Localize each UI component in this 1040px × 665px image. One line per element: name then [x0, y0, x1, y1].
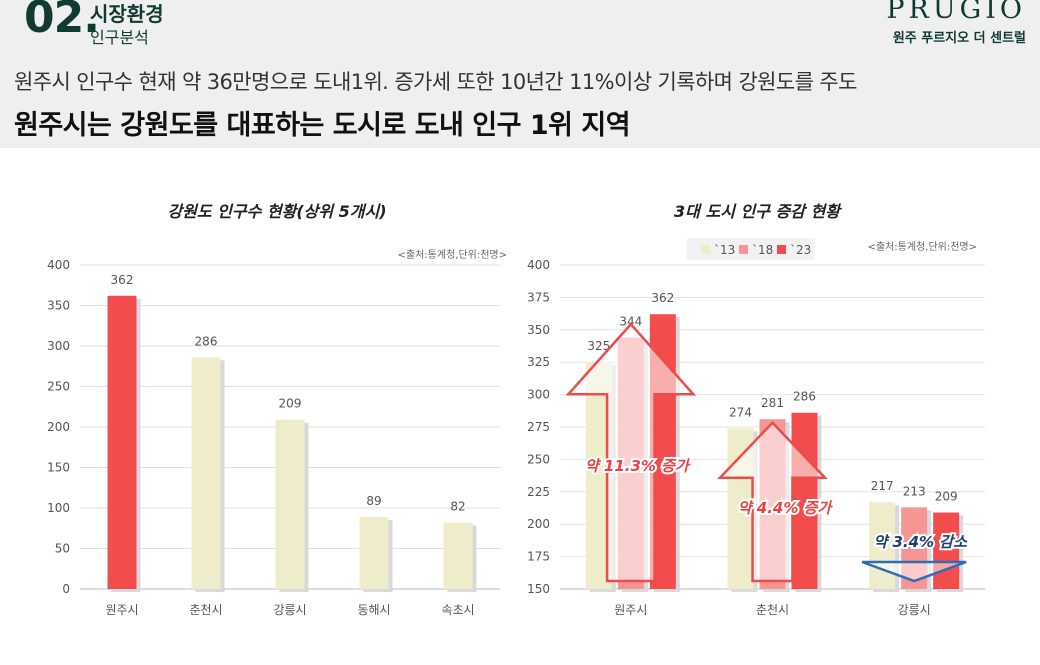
lead-text: 원주시 인구수 현재 약 36만명으로 도내1위. 증가세 또한 10년간 11… [14, 70, 857, 94]
chart1-ytick: 400 [47, 258, 70, 272]
chart2-data-label: 325 [587, 339, 610, 353]
section-subtitle: 인구분석 [90, 28, 149, 47]
chart2-annotation: 약 4.4% 증가 [738, 499, 834, 517]
chart1-data-label: 362 [111, 273, 134, 287]
chart2-bar [869, 502, 896, 589]
chart2-source: <출처:통계청,단위:천명> [868, 240, 977, 253]
chart2-ytick: 200 [527, 517, 550, 531]
chart2-data-label: 344 [619, 315, 642, 329]
chart2-legend-label: `18 [752, 243, 773, 257]
chart2-xtick: 원주시 [614, 603, 647, 617]
chart2-ytick: 325 [527, 355, 550, 369]
chart2-ytick: 400 [527, 258, 550, 272]
chart2-data-label: 281 [761, 396, 784, 410]
chart1-ytick: 200 [47, 420, 70, 434]
headline: 원주시는 강원도를 대표하는 도시로 도내 인구 1위 지역 [14, 110, 631, 141]
section-title: 시장환경 [90, 2, 164, 26]
chart2-legend-label: `13 [714, 243, 735, 257]
chart1-ytick: 250 [47, 380, 70, 394]
chart1-xtick: 동해시 [357, 603, 390, 617]
chart1-xtick: 속초시 [441, 603, 474, 617]
chart1-ytick: 0 [62, 582, 70, 596]
chart2-xtick: 강릉시 [898, 603, 931, 617]
chart2-legend-label: `23 [790, 243, 811, 257]
chart2-bar [933, 512, 960, 589]
chart1-ytick: 150 [47, 461, 70, 475]
chart1-ytick: 100 [47, 501, 70, 515]
chart2-data-label: 362 [651, 291, 674, 305]
chart2-annotation: 약 3.4% 감소 [873, 533, 968, 551]
chart1-xtick: 강릉시 [273, 603, 306, 617]
chart2-xtick: 춘천시 [756, 602, 789, 617]
chart2-ytick: 250 [527, 452, 550, 466]
chart1-bar [107, 295, 137, 589]
chart2-ytick: 375 [527, 290, 550, 304]
chart1-data-label: 286 [195, 334, 218, 348]
chart1-bar [191, 357, 221, 589]
chart2-arrow-up [717, 420, 828, 583]
chart2-legend-swatch [701, 245, 710, 254]
chart2-ytick: 350 [527, 323, 550, 337]
chart1-source: <출처:통계청,단위:천명> [398, 248, 507, 261]
chart1-xtick: 춘천시 [189, 602, 222, 617]
brand-logo: PRUGIO [886, 0, 1026, 25]
chart2-data-label: 209 [935, 490, 958, 504]
chart2-ytick: 175 [527, 550, 550, 564]
chart2-ytick: 225 [527, 485, 550, 499]
chart1-data-label: 209 [279, 397, 302, 411]
chart2-arrow-down [861, 560, 967, 583]
charts-canvas: 강원도 인구수 현황(상위 5개시) <출처:통계청,단위:천명> 0 50 100 15… [47, 202, 985, 617]
chart2-data-label: 274 [729, 405, 752, 419]
chart1-xtick: 원주시 [105, 603, 138, 617]
chart2-legend-swatch [777, 245, 786, 254]
chart1-data-label: 89 [366, 494, 381, 508]
chart2-ytick: 300 [527, 388, 550, 402]
chart1-data-label: 82 [450, 500, 465, 514]
chart1-bar [443, 522, 473, 589]
chart2-ytick: 275 [527, 420, 550, 434]
chart1-bar [275, 419, 305, 589]
chart2-bar [791, 412, 818, 589]
chart1-title: 강원도 인구수 현황(상위 5개시) [167, 202, 386, 221]
chart2-arrow-up [565, 322, 697, 583]
chart2-data-label: 217 [871, 479, 894, 493]
brand-subtitle: 원주 푸르지오 더 센트럴 [892, 31, 1026, 46]
chart2-annotation: 약 11.3% 증가 [585, 457, 691, 475]
chart2-legend-swatch [739, 245, 748, 254]
chart1-ytick: 300 [47, 339, 70, 353]
chart2-title: 3대 도시 인구 증감 현황 [674, 202, 842, 221]
chart2-data-label: 213 [903, 484, 926, 498]
chart2-ytick: 150 [527, 582, 550, 596]
header-band [0, 0, 1040, 148]
chart2-legend-box [687, 238, 815, 260]
chart2-data-label: 286 [793, 390, 816, 404]
chart1-bar [359, 516, 389, 589]
section-number: 02. [24, 0, 100, 43]
chart1-ytick: 50 [55, 542, 70, 556]
chart1-ytick: 350 [47, 299, 70, 313]
